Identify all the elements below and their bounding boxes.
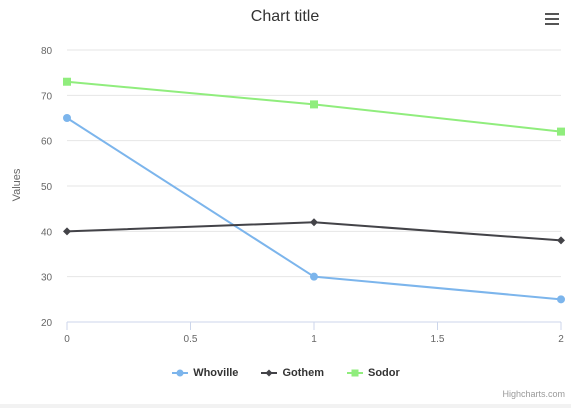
series-line-whoville[interactable] bbox=[66, 117, 562, 301]
data-point[interactable] bbox=[310, 272, 318, 281]
credits-link[interactable]: Highcharts.com bbox=[502, 389, 565, 399]
legend-symbol bbox=[347, 369, 363, 377]
series-sodor bbox=[63, 77, 565, 136]
series-whoville bbox=[63, 114, 565, 304]
y-axis-label: Values bbox=[11, 168, 23, 201]
axes: 20 30 40 50 60 70 80 0 0.5 1 1.5 2 bbox=[41, 46, 564, 345]
data-point[interactable] bbox=[310, 218, 318, 227]
data-point[interactable] bbox=[557, 127, 565, 136]
legend-item-sodor[interactable]: Sodor bbox=[346, 367, 400, 379]
grid-lines bbox=[67, 49, 561, 323]
legend-item-whoville[interactable]: Whoville bbox=[171, 367, 238, 379]
data-point[interactable] bbox=[310, 100, 318, 109]
legend: Whoville Gothem Sodor bbox=[0, 363, 571, 383]
y-tick-label: 80 bbox=[41, 46, 53, 57]
x-tick-label: 2 bbox=[558, 334, 564, 345]
x-tick-label: 0.5 bbox=[184, 334, 198, 345]
data-point[interactable] bbox=[63, 227, 71, 236]
series-gothem bbox=[63, 218, 565, 245]
x-tick-label: 1 bbox=[311, 334, 317, 345]
legend-symbol bbox=[172, 369, 189, 377]
hamburger-menu-icon[interactable] bbox=[540, 8, 564, 30]
legend-label: Sodor bbox=[368, 367, 400, 379]
y-tick-label: 50 bbox=[41, 182, 53, 193]
data-point[interactable] bbox=[557, 236, 565, 245]
legend-label: Gothem bbox=[282, 367, 324, 379]
y-tick-label: 60 bbox=[41, 137, 53, 148]
y-tick-label: 40 bbox=[41, 227, 53, 238]
legend-marker[interactable] bbox=[351, 369, 359, 377]
legend-marker[interactable] bbox=[265, 369, 273, 377]
legend-label: Whoville bbox=[193, 367, 239, 379]
data-point[interactable] bbox=[63, 77, 71, 86]
y-tick-label: 70 bbox=[41, 91, 53, 102]
y-tick-label: 30 bbox=[41, 273, 53, 284]
chart-title: Chart title bbox=[251, 8, 320, 25]
y-tick-label: 20 bbox=[41, 318, 53, 329]
legend-item-gothem[interactable]: Gothem bbox=[260, 367, 324, 379]
data-point[interactable] bbox=[63, 114, 71, 122]
series-layer bbox=[63, 77, 565, 304]
legend-marker[interactable] bbox=[176, 369, 184, 377]
legend-symbol bbox=[261, 369, 278, 377]
x-tick-label: 0 bbox=[64, 334, 70, 345]
data-point[interactable] bbox=[557, 295, 565, 304]
x-tick-label: 1.5 bbox=[431, 334, 445, 345]
